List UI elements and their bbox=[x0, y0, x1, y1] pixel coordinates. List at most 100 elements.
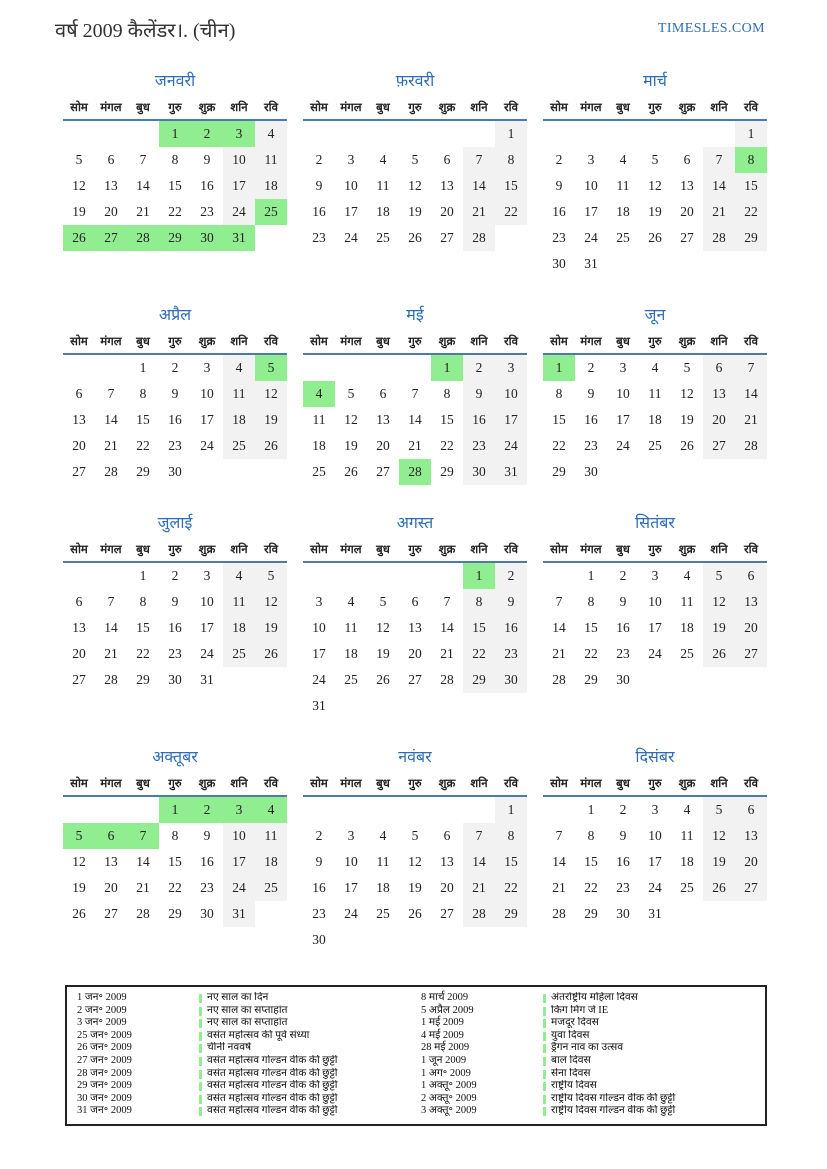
empty-cell bbox=[303, 120, 335, 147]
day-header: शनि bbox=[223, 97, 255, 121]
day-header: मंगल bbox=[575, 97, 607, 121]
day-cell: 3 bbox=[203, 568, 211, 583]
empty-cell bbox=[431, 693, 463, 719]
empty-cell bbox=[639, 120, 671, 147]
empty-cell bbox=[335, 927, 367, 953]
holiday-marker-icon bbox=[199, 1044, 202, 1054]
day-header: रवि bbox=[255, 773, 287, 797]
day-cell: 6 bbox=[411, 594, 419, 609]
empty-cell bbox=[191, 459, 223, 485]
day-cell: 7 bbox=[735, 354, 767, 381]
legend-date: 27 जन॰ 2009 bbox=[77, 1054, 132, 1066]
day-cell: 1 bbox=[735, 120, 767, 147]
legend-holiday-name: वसंत महोत्सव गोल्डन वीक की छुट्टी bbox=[207, 1092, 338, 1104]
day-cell: 19 bbox=[376, 646, 390, 661]
day-cell: 21 bbox=[552, 880, 566, 895]
empty-cell bbox=[223, 459, 255, 485]
day-header: बुध bbox=[607, 773, 639, 797]
day-cell: 21 bbox=[463, 875, 495, 901]
empty-cell bbox=[735, 251, 767, 277]
holiday-marker-icon bbox=[199, 1056, 202, 1066]
day-header: बुध bbox=[367, 97, 399, 121]
day-cell: 1 bbox=[587, 802, 595, 817]
day-cell: 4 bbox=[223, 354, 255, 381]
holiday-marker-icon bbox=[543, 1056, 546, 1066]
day-cell: 26 bbox=[703, 875, 735, 901]
empty-cell bbox=[335, 796, 367, 823]
day-cell: 3 bbox=[495, 354, 527, 381]
month-table: सोम मंगल बुध गुरु शुक्र शनि रवि 1 2 3 4 5 6 7 8 9 10 11 12… bbox=[63, 331, 287, 485]
day-cell: 3 bbox=[619, 360, 627, 375]
month-block-9: सितंबर सोम मंगल बुध गुरु शुक्र शनि रवि 1 2 3 4 5 6 7 8 9… bbox=[543, 511, 767, 693]
month-table: सोम मंगल बुध गुरु शुक्र शनि रवि 1 2 3 4 5 6 7 8 9 10 11 12… bbox=[543, 773, 767, 927]
day-cell: 12 bbox=[72, 854, 86, 869]
day-cell: 4 bbox=[303, 381, 335, 407]
day-cell: 18 bbox=[344, 646, 358, 661]
day-cell: 3 bbox=[651, 568, 659, 583]
day-cell: 19 bbox=[72, 204, 86, 219]
day-cell: 28 bbox=[399, 459, 431, 485]
legend-date: 2 अक्तू॰ 2009 bbox=[421, 1092, 477, 1104]
day-header: शुक्र bbox=[191, 773, 223, 797]
legend-row: 29 जन॰ 2009 वसंत महोत्सव गोल्डन वीक की छु… bbox=[72, 1080, 416, 1093]
brand-link[interactable]: TIMESLES.COM bbox=[657, 21, 765, 36]
month-title: जनवरी bbox=[154, 73, 196, 90]
empty-cell bbox=[607, 459, 639, 485]
day-cell: 17 bbox=[223, 849, 255, 875]
day-cell: 14 bbox=[703, 173, 735, 199]
empty-cell bbox=[367, 796, 399, 823]
legend-holiday-name: नए साल का सप्ताहांत bbox=[207, 1004, 288, 1016]
day-cell: 26 bbox=[72, 906, 86, 921]
day-cell: 29 bbox=[463, 667, 495, 693]
day-cell: 24 bbox=[200, 646, 214, 661]
day-header: बुध bbox=[367, 539, 399, 563]
day-header: बुध bbox=[127, 97, 159, 121]
day-cell: 25 bbox=[616, 230, 630, 245]
day-cell: 10 bbox=[223, 823, 255, 849]
day-cell: 26 bbox=[344, 464, 358, 479]
empty-cell bbox=[463, 120, 495, 147]
legend-date: 29 जन॰ 2009 bbox=[77, 1080, 132, 1092]
day-cell: 10 bbox=[584, 178, 598, 193]
day-cell: 1 bbox=[495, 796, 527, 823]
day-cell: 4 bbox=[651, 360, 659, 375]
empty-cell bbox=[63, 562, 95, 589]
day-cell: 3 bbox=[315, 594, 323, 609]
day-cell: 30 bbox=[463, 459, 495, 485]
day-cell: 18 bbox=[223, 407, 255, 433]
day-header: शुक्र bbox=[431, 331, 463, 355]
day-header: रवि bbox=[735, 331, 767, 355]
empty-cell bbox=[255, 667, 287, 693]
day-cell: 2 bbox=[171, 568, 179, 583]
day-cell: 17 bbox=[344, 880, 358, 895]
day-cell: 8 bbox=[587, 828, 595, 843]
day-cell: 2 bbox=[315, 152, 323, 167]
day-cell: 17 bbox=[223, 173, 255, 199]
day-cell: 3 bbox=[203, 360, 211, 375]
legend-date: 28 मई 2009 bbox=[421, 1042, 470, 1054]
legend-date: 8 मार्च 2009 bbox=[421, 992, 469, 1003]
empty-cell bbox=[703, 667, 735, 693]
day-header: शनि bbox=[703, 331, 735, 355]
day-cell: 11 bbox=[344, 620, 358, 635]
day-cell: 12 bbox=[255, 589, 287, 615]
month-title: जून bbox=[644, 307, 666, 324]
day-cell: 29 bbox=[440, 464, 454, 479]
legend-holiday-name: वसंत महोत्सव गोल्डन वीक की छुट्टी bbox=[207, 1105, 338, 1117]
empty-cell bbox=[463, 796, 495, 823]
month-block-5: मई सोम मंगल बुध गुरु शुक्र शनि रवि 1 2 3 4 5 6 7 8 9 10 11… bbox=[303, 303, 527, 485]
day-cell: 4 bbox=[379, 828, 387, 843]
week-row: 31 bbox=[303, 693, 527, 719]
month-block-2: फ़रवरी सोम मंगल बुध गुरु शुक्र शनि रवि 1 2 3 4 5 6 7 8 9… bbox=[303, 69, 527, 251]
day-cell: 2 bbox=[315, 828, 323, 843]
week-row: 21 22 23 24 25 26 27 bbox=[543, 875, 767, 901]
week-row: 14 15 16 17 18 19 20 bbox=[543, 615, 767, 641]
day-header: रवि bbox=[255, 331, 287, 355]
day-cell: 14 bbox=[440, 620, 454, 635]
day-cell: 5 bbox=[651, 152, 659, 167]
empty-cell bbox=[543, 120, 575, 147]
day-cell: 12 bbox=[680, 386, 694, 401]
day-cell: 22 bbox=[168, 204, 182, 219]
day-cell: 2 bbox=[587, 360, 595, 375]
day-cell: 17 bbox=[312, 646, 326, 661]
